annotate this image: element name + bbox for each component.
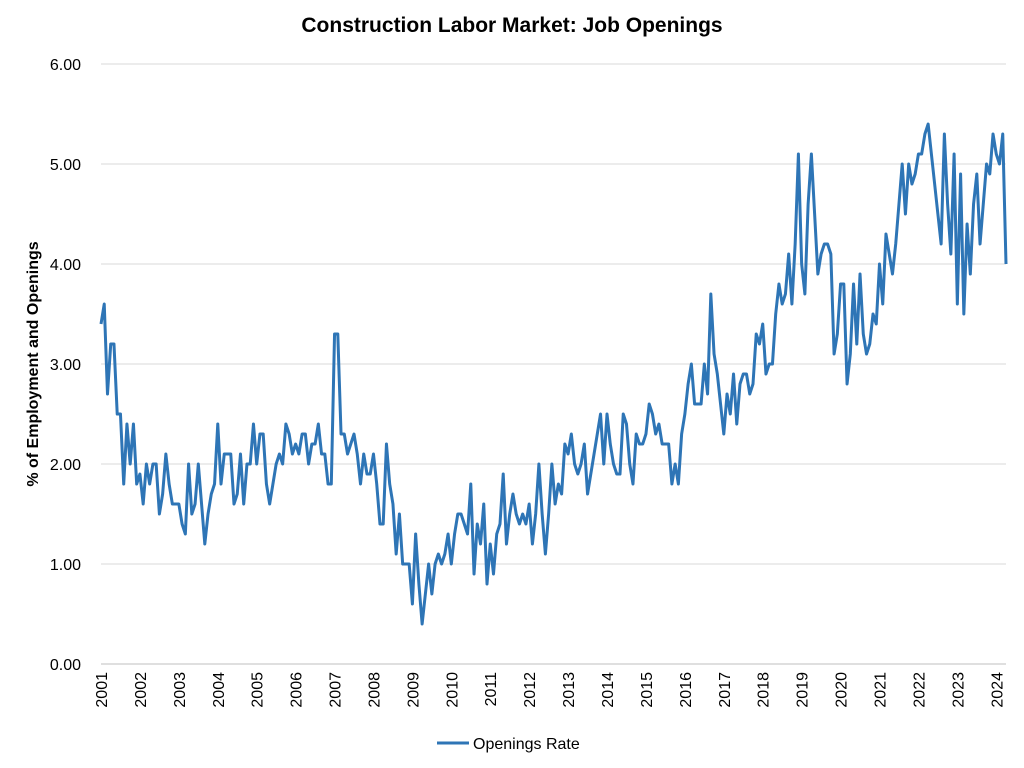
y-tick-label: 1.00 bbox=[50, 557, 81, 574]
x-tick-label: 2011 bbox=[483, 672, 500, 707]
x-tick-label: 2022 bbox=[911, 672, 928, 708]
x-tick-label: 2014 bbox=[600, 672, 617, 708]
y-tick-label: 4.00 bbox=[50, 257, 81, 274]
series-layer bbox=[99, 122, 1008, 626]
x-tick-label: 2020 bbox=[834, 672, 851, 708]
gridlines bbox=[101, 63, 1006, 565]
chart-title: Construction Labor Market: Job Openings bbox=[301, 14, 723, 37]
x-tick-label: 2008 bbox=[366, 672, 383, 708]
y-axis-label: % of Employment and Openings bbox=[25, 241, 42, 486]
x-tick-label: 2012 bbox=[522, 672, 539, 708]
x-tick-label: 2019 bbox=[795, 672, 812, 708]
x-tick-label: 2018 bbox=[756, 672, 773, 708]
x-tick-label: 2002 bbox=[133, 672, 150, 708]
series-line-openings-rate bbox=[99, 122, 1008, 626]
x-tick-label: 2007 bbox=[328, 672, 345, 708]
x-tick-label: 2006 bbox=[289, 672, 306, 708]
x-tick-label: 2021 bbox=[872, 672, 889, 708]
x-tick-label: 2001 bbox=[94, 672, 111, 708]
y-tick-label: 5.00 bbox=[50, 157, 81, 174]
x-tick-label: 2016 bbox=[678, 672, 695, 708]
x-axis-ticks: 2001 2002 2003 2004 2005 2006 2007 2008 2009 2010… bbox=[94, 672, 1006, 708]
y-tick-label: 3.00 bbox=[50, 357, 81, 374]
x-tick-label: 2015 bbox=[639, 672, 656, 708]
x-tick-label: 2017 bbox=[717, 672, 734, 708]
x-tick-label: 2003 bbox=[172, 672, 189, 708]
legend-label-openings-rate: Openings Rate bbox=[473, 736, 580, 753]
legend: Openings Rate bbox=[437, 736, 580, 753]
y-axis-ticks: 0.00 1.00 2.00 3.00 4.00 5.00 6.00 bbox=[50, 57, 81, 674]
y-tick-label: 0.00 bbox=[50, 657, 81, 674]
x-tick-label: 2010 bbox=[444, 672, 461, 708]
x-tick-label: 2005 bbox=[250, 672, 267, 708]
x-tick-label: 2013 bbox=[561, 672, 578, 708]
y-tick-label: 2.00 bbox=[50, 457, 81, 474]
x-tick-label: 2023 bbox=[950, 672, 967, 708]
x-tick-label: 2024 bbox=[989, 672, 1006, 708]
y-tick-label: 6.00 bbox=[50, 57, 81, 74]
x-tick-label: 2009 bbox=[405, 672, 422, 708]
x-tick-label: 2004 bbox=[211, 672, 228, 708]
